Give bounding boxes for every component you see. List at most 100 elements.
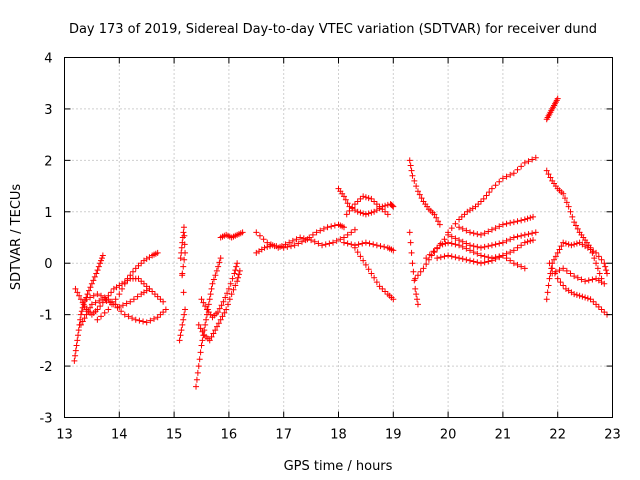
- data-point: [503, 255, 510, 262]
- data-point: [414, 272, 421, 279]
- data-point: [342, 196, 349, 203]
- data-point: [426, 251, 433, 258]
- x-tick-label: 15: [166, 428, 183, 443]
- data-point: [87, 304, 94, 311]
- data-point: [543, 296, 550, 303]
- data-point: [448, 233, 455, 240]
- data-point: [151, 315, 158, 322]
- data-point: [116, 291, 123, 298]
- data-point: [409, 172, 416, 179]
- data-point: [180, 289, 187, 296]
- data-point: [198, 296, 205, 303]
- data-point: [474, 259, 481, 266]
- data-point: [458, 213, 465, 220]
- data-point: [499, 175, 506, 182]
- data-point: [180, 263, 187, 270]
- data-point: [199, 328, 206, 335]
- data-point: [221, 309, 228, 316]
- data-point: [436, 221, 443, 228]
- data-point: [470, 243, 477, 250]
- data-point: [132, 265, 139, 272]
- data-point: [212, 272, 219, 279]
- data-point: [475, 201, 482, 208]
- data-point: [507, 236, 514, 243]
- data-point: [94, 316, 101, 323]
- data-point: [521, 159, 528, 166]
- data-point: [390, 203, 397, 210]
- data-point: [379, 285, 386, 292]
- data-point: [320, 225, 327, 232]
- data-point: [351, 244, 358, 251]
- data-point: [256, 232, 263, 239]
- data-point: [340, 234, 347, 241]
- x-tick-label: 21: [495, 428, 512, 443]
- data-point: [267, 241, 274, 248]
- data-point: [99, 252, 106, 259]
- data-point: [411, 177, 418, 184]
- data-point: [365, 210, 372, 217]
- data-point: [373, 201, 380, 208]
- data-point: [510, 234, 517, 241]
- data-point: [236, 267, 243, 274]
- data-point: [452, 254, 459, 261]
- data-point: [414, 188, 421, 195]
- x-axis-label: GPS time / hours: [284, 459, 393, 474]
- data-point: [488, 257, 495, 264]
- data-point: [291, 242, 298, 249]
- data-point: [496, 178, 503, 185]
- data-point: [180, 316, 187, 323]
- data-point: [75, 332, 82, 339]
- data-point: [410, 268, 417, 275]
- data-point: [420, 265, 427, 272]
- data-point: [463, 240, 470, 247]
- data-point: [98, 257, 105, 264]
- data-point: [445, 239, 452, 246]
- data-points-layer: [71, 95, 611, 390]
- data-point: [430, 248, 437, 255]
- data-point: [88, 301, 95, 308]
- data-point: [264, 239, 271, 246]
- data-point: [98, 313, 105, 320]
- data-point: [74, 289, 81, 296]
- data-point: [92, 299, 99, 306]
- data-point: [98, 292, 105, 299]
- data-point: [177, 332, 184, 339]
- x-tick-label: 20: [440, 428, 457, 443]
- data-point: [136, 317, 143, 324]
- data-point: [521, 265, 528, 272]
- data-point: [160, 298, 167, 305]
- data-point: [596, 270, 603, 277]
- data-point: [360, 193, 367, 200]
- data-point: [216, 305, 223, 312]
- data-point: [87, 294, 94, 301]
- data-point: [414, 301, 421, 308]
- data-point: [488, 226, 495, 233]
- data-point: [355, 241, 362, 248]
- data-point: [545, 171, 552, 178]
- data-point: [560, 239, 567, 246]
- data-point: [503, 237, 510, 244]
- data-point: [324, 224, 331, 231]
- data-point: [565, 203, 572, 210]
- data-point: [286, 239, 293, 246]
- data-point: [518, 263, 525, 270]
- data-point: [525, 231, 532, 238]
- data-point: [452, 235, 459, 242]
- data-point: [220, 298, 227, 305]
- data-point: [349, 204, 356, 211]
- data-point: [525, 158, 532, 165]
- data-point: [206, 296, 213, 303]
- data-point: [390, 247, 397, 254]
- data-point: [576, 292, 583, 299]
- data-point: [499, 221, 506, 228]
- data-point: [486, 189, 493, 196]
- data-point: [90, 277, 97, 284]
- data-point: [83, 296, 90, 303]
- data-point: [530, 213, 537, 220]
- data-point: [181, 241, 188, 248]
- data-point: [562, 240, 569, 247]
- data-point: [524, 215, 531, 222]
- y-tick-label: -2: [40, 360, 53, 375]
- data-point: [179, 321, 186, 328]
- data-point: [379, 206, 386, 213]
